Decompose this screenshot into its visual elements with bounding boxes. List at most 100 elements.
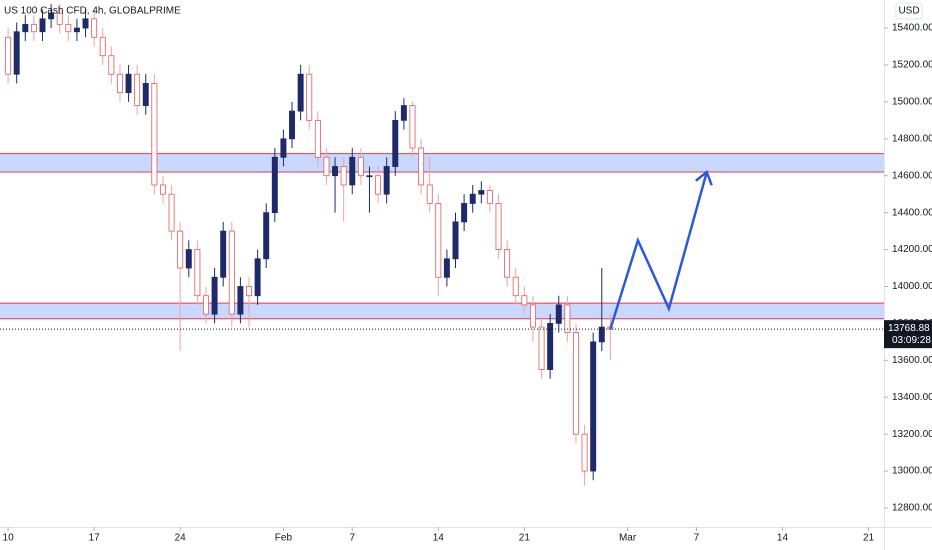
candle-body [495, 203, 502, 250]
y-tick-label: 15000.00 [892, 97, 932, 108]
candle-body [426, 184, 433, 204]
candle-body [357, 156, 364, 177]
candle-body [168, 193, 175, 232]
x-tick-label: 14 [777, 533, 789, 544]
candle-body [82, 18, 89, 29]
candle-body [254, 258, 261, 297]
x-tick-label: 10 [3, 533, 15, 544]
y-tick-label: 14800.00 [892, 133, 932, 144]
candle-body [5, 36, 12, 75]
y-tick-label: 14200.00 [892, 244, 932, 255]
zone [0, 303, 884, 319]
candle-body [340, 166, 347, 186]
projection-path [609, 171, 708, 330]
y-tick-label: 13600.00 [892, 355, 932, 366]
x-tick-label: 7 [349, 533, 355, 544]
projection-arrowhead [695, 169, 713, 186]
y-tick-label: 15200.00 [892, 60, 932, 71]
candle-body [323, 156, 330, 177]
last-price-label: 13768.88 [888, 323, 930, 334]
candle-body [375, 175, 382, 195]
candle-body [65, 23, 72, 33]
candle-body [512, 276, 519, 297]
candle-body [151, 83, 158, 186]
candle-body [504, 249, 511, 278]
candle-body [159, 184, 166, 195]
candle-body [349, 156, 356, 186]
candle-body [108, 55, 115, 75]
candle-body [177, 230, 184, 269]
candle-body [203, 295, 209, 315]
x-tick-label: 21 [863, 533, 875, 544]
candle-body [13, 31, 20, 75]
last-price-box [884, 320, 932, 349]
x-tick-label: Mar [619, 533, 637, 544]
candle-body [246, 286, 252, 297]
candle-body [547, 322, 554, 370]
countdown-label: 03:09:28 [892, 335, 931, 346]
x-tick-label: 17 [89, 533, 101, 544]
y-tick-label: 14000.00 [892, 281, 932, 292]
candle-body [461, 203, 468, 223]
currency-box [895, 2, 923, 20]
candle-body [125, 73, 132, 94]
candle-body [443, 258, 450, 278]
candle-body [56, 12, 63, 25]
candle-body [228, 230, 235, 315]
candle-body [73, 27, 80, 33]
candle-body [39, 18, 46, 33]
candle-body [383, 166, 390, 195]
candle-body [590, 341, 597, 472]
candle-body [400, 105, 407, 121]
chart-title: US 100 Cash CFD, 4h, GLOBALPRIME [4, 6, 181, 17]
candle-body [220, 230, 227, 278]
candle-body [306, 73, 313, 121]
candle-body [289, 110, 296, 140]
candle-body [22, 23, 29, 33]
candle-body [478, 190, 485, 195]
y-tick-label: 14400.00 [892, 207, 932, 218]
zone [0, 153, 884, 173]
candle-body [452, 221, 459, 260]
y-tick-label: 12800.00 [892, 503, 932, 514]
candle-body [529, 304, 536, 328]
candle-body [116, 73, 123, 94]
candle-body [314, 119, 321, 158]
plot-area [0, 4, 884, 486]
x-tick-label: 21 [519, 533, 531, 544]
candle-body [185, 249, 192, 269]
x-tick-label: 14 [433, 533, 445, 544]
y-tick-label: 13000.00 [892, 466, 932, 477]
candle-body [392, 119, 399, 167]
candle-body [469, 193, 476, 204]
candle-body [134, 73, 141, 106]
candle-body [237, 286, 244, 315]
candle-body [435, 203, 442, 278]
candle-body [366, 175, 373, 178]
currency: USD [898, 6, 919, 17]
candle-body [48, 12, 55, 20]
candle-body [581, 433, 588, 472]
y-tick-label: 13200.00 [892, 429, 932, 440]
candle-body [332, 166, 339, 177]
candle-body [194, 249, 201, 297]
candle-body [486, 190, 493, 204]
candle-body [280, 138, 287, 158]
candle-body [91, 18, 98, 38]
candle-body [409, 105, 416, 149]
candle-body [521, 295, 528, 306]
candle-body [99, 36, 106, 57]
y-tick-label: 14600.00 [892, 170, 932, 181]
candle-body [271, 156, 278, 214]
x-tick-label: 24 [175, 533, 187, 544]
y-tick-label: 15400.00 [892, 23, 932, 34]
candle-body [211, 276, 218, 315]
candle-body [555, 304, 562, 324]
candle-body [564, 304, 571, 334]
candle-body [572, 332, 579, 435]
candle-body [263, 212, 270, 260]
candle-body [142, 83, 149, 106]
candle-body [297, 73, 304, 112]
y-tick-label: 13400.00 [892, 392, 932, 403]
